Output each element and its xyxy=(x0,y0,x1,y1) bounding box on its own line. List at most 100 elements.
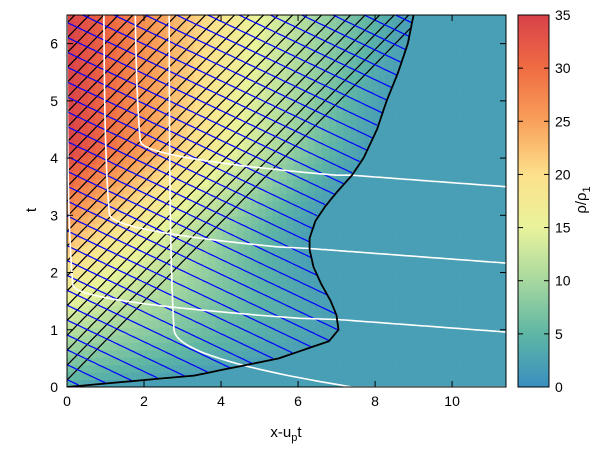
density-cell xyxy=(463,312,472,321)
density-cell xyxy=(272,59,281,68)
density-cell xyxy=(229,208,238,217)
density-cell xyxy=(385,364,394,373)
density-cell xyxy=(300,52,309,61)
characteristic-line-blue xyxy=(67,364,106,384)
density-cell xyxy=(265,208,273,217)
density-cell xyxy=(421,89,429,98)
density-cell xyxy=(442,260,450,269)
density-cell xyxy=(314,215,323,224)
density-cell xyxy=(137,230,146,239)
density-cell xyxy=(293,305,302,314)
density-cell xyxy=(293,327,302,336)
density-cell xyxy=(272,74,281,83)
density-cell xyxy=(151,22,160,31)
density-cell xyxy=(173,208,181,217)
density-cell xyxy=(307,290,316,299)
density-cell xyxy=(173,215,181,224)
density-cell xyxy=(421,126,429,135)
density-cell xyxy=(159,96,167,105)
density-cell xyxy=(187,171,196,180)
density-cell xyxy=(484,267,493,276)
density-cell xyxy=(300,290,309,299)
density-cell xyxy=(463,349,472,358)
density-cell xyxy=(67,290,75,299)
density-cell xyxy=(364,260,373,269)
density-cell xyxy=(173,320,181,329)
density-cell xyxy=(371,267,380,276)
density-cell xyxy=(229,148,238,157)
density-cell xyxy=(456,134,465,143)
density-cell xyxy=(378,29,387,38)
density-cell xyxy=(144,15,153,24)
density-cell xyxy=(137,29,146,38)
density-cell xyxy=(442,379,450,387)
density-cell xyxy=(137,119,146,128)
density-cell xyxy=(385,349,394,358)
density-cell xyxy=(484,312,493,321)
y-axis-label: t xyxy=(23,207,40,212)
density-cell xyxy=(293,104,302,113)
density-cell xyxy=(251,312,259,321)
density-cell xyxy=(159,171,167,180)
density-cell xyxy=(357,282,365,291)
density-cell xyxy=(173,126,181,135)
density-cell xyxy=(406,282,415,291)
density-cell xyxy=(137,282,146,291)
characteristic-line-blue xyxy=(67,21,360,163)
y-tick-label: 4 xyxy=(50,150,58,166)
density-cell xyxy=(208,96,217,105)
density-cell xyxy=(364,186,373,195)
density-cell xyxy=(350,349,358,358)
density-cell xyxy=(336,178,344,187)
density-cell xyxy=(371,119,380,128)
density-cell xyxy=(336,230,344,239)
density-cell xyxy=(314,15,323,24)
density-cell xyxy=(173,104,181,113)
density-cell xyxy=(456,186,465,195)
density-cell xyxy=(491,104,500,113)
density-cell xyxy=(328,282,337,291)
density-cell xyxy=(109,312,118,321)
density-cell xyxy=(463,186,472,195)
density-cell xyxy=(88,379,96,387)
density-cell xyxy=(350,245,358,254)
density-cell xyxy=(477,22,486,31)
density-cell xyxy=(421,267,429,276)
density-cell xyxy=(286,148,295,157)
density-cell xyxy=(137,364,146,373)
density-cell xyxy=(293,193,302,202)
density-cell xyxy=(229,74,238,83)
density-cell xyxy=(307,312,316,321)
density-cell xyxy=(272,379,281,387)
density-cell xyxy=(286,74,295,83)
density-cell xyxy=(279,201,288,210)
density-cell xyxy=(392,349,401,358)
density-cell xyxy=(350,119,358,128)
density-cell xyxy=(477,44,486,53)
density-cell xyxy=(229,141,238,150)
characteristic-line-blue xyxy=(175,15,384,114)
density-cell xyxy=(314,52,323,61)
density-cell xyxy=(208,171,217,180)
density-cell xyxy=(272,111,281,120)
density-cell xyxy=(371,22,380,31)
density-cell xyxy=(286,379,295,387)
density-cell xyxy=(109,134,118,143)
density-cell xyxy=(307,320,316,329)
density-cell xyxy=(477,238,486,247)
density-cell xyxy=(201,59,210,68)
density-cell xyxy=(470,89,479,98)
density-cell xyxy=(81,201,89,210)
density-cell xyxy=(286,104,295,113)
density-cell xyxy=(300,312,309,321)
density-cell xyxy=(307,334,316,343)
density-cell xyxy=(194,245,203,254)
density-cell xyxy=(137,89,146,98)
density-cell xyxy=(286,215,295,224)
density-cell xyxy=(328,134,337,143)
density-cell xyxy=(144,119,153,128)
density-cell xyxy=(180,22,188,31)
density-cell xyxy=(413,223,422,232)
density-cell xyxy=(151,178,160,187)
density-cell xyxy=(187,163,196,172)
